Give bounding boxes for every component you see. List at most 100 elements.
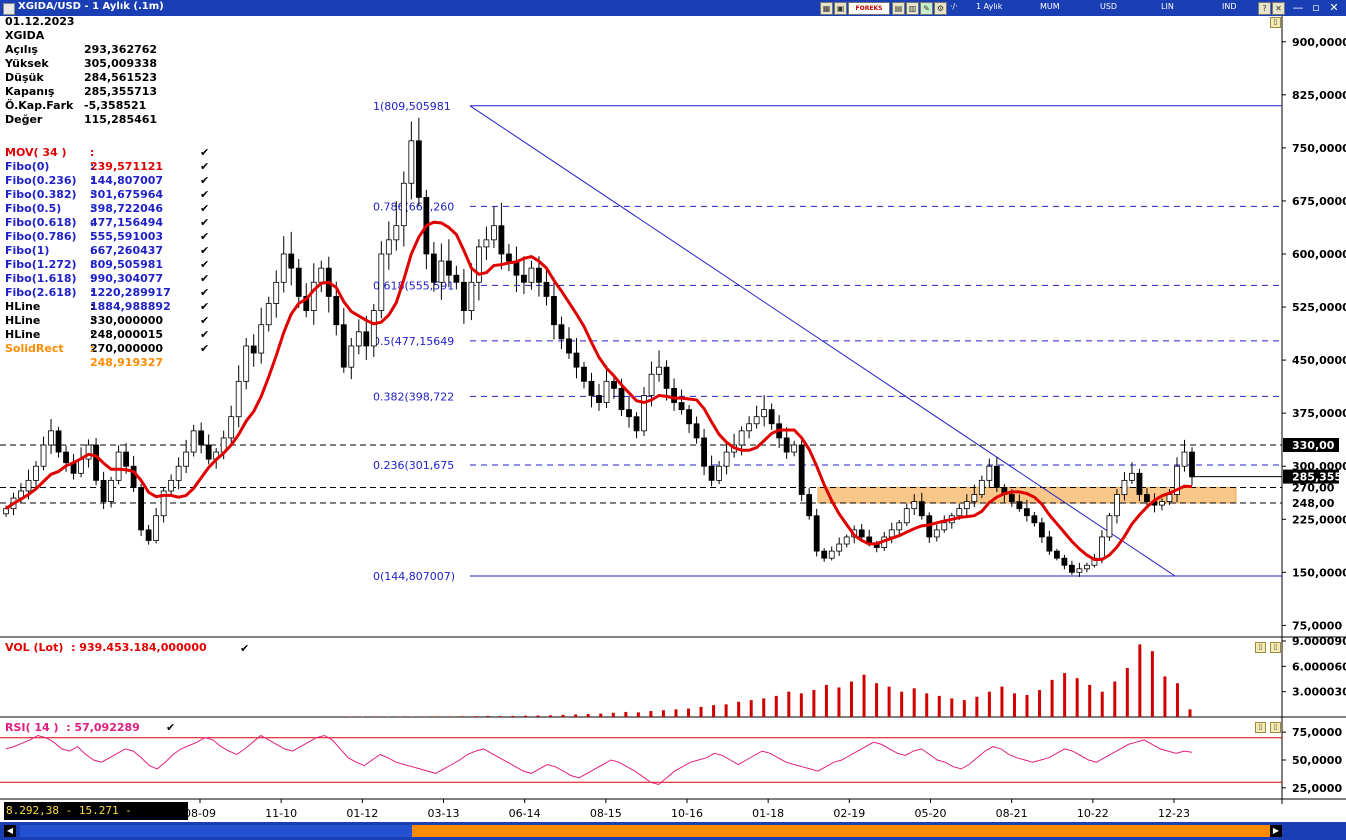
candle-body[interactable] — [723, 451, 730, 467]
horizontal-scrollbar[interactable]: ◀ ▶ — [0, 822, 1346, 840]
candle-body[interactable] — [956, 508, 963, 517]
candle-body[interactable] — [1084, 564, 1090, 570]
candle-body[interactable] — [1144, 494, 1150, 502]
candle-body[interactable] — [1181, 451, 1188, 467]
candle-body[interactable] — [813, 515, 820, 552]
candle-body[interactable] — [821, 550, 828, 559]
candle-body[interactable] — [1016, 501, 1023, 510]
candle-body[interactable] — [475, 246, 482, 283]
toolbar-icon-3[interactable]: ▤ — [892, 2, 905, 15]
rsi-panel-close-icon[interactable]: ▯ — [1270, 722, 1281, 733]
indicator-check-icon[interactable]: ✔ — [200, 188, 210, 201]
candle-body[interactable] — [303, 296, 310, 311]
scroll-left-icon[interactable]: ◀ — [4, 825, 16, 837]
candle-body[interactable] — [701, 437, 707, 467]
maximize-button[interactable]: ▫ — [1312, 1, 1320, 14]
candle-body[interactable] — [686, 409, 692, 425]
indicator-check-icon[interactable]: ✔ — [200, 202, 210, 215]
candle-body[interactable] — [438, 260, 445, 283]
candle-body[interactable] — [566, 338, 572, 354]
candle-body[interactable] — [393, 225, 400, 241]
candle-body[interactable] — [716, 465, 723, 481]
help-icon[interactable]: ? — [1258, 2, 1271, 15]
candle-body[interactable] — [160, 490, 167, 517]
rsi-panel-menu-icon[interactable]: ▯ — [1255, 722, 1266, 733]
candle-body[interactable] — [648, 373, 655, 396]
candle-body[interactable] — [656, 366, 662, 375]
candle-body[interactable] — [295, 267, 302, 297]
candle-body[interactable] — [558, 324, 565, 340]
candle-body[interactable] — [573, 352, 580, 368]
candle-body[interactable] — [318, 267, 325, 283]
candle-body[interactable] — [1076, 568, 1083, 573]
indicator-check-icon[interactable]: ✔ — [200, 342, 210, 355]
tool-icon[interactable]: ⚙ — [934, 2, 947, 15]
scroll-right-icon[interactable]: ▶ — [1270, 825, 1282, 837]
candle-body[interactable] — [671, 387, 677, 403]
indicator-check-icon[interactable]: ✔ — [200, 286, 210, 299]
candle-body[interactable] — [791, 444, 798, 453]
indicator-check-icon[interactable]: ✔ — [200, 272, 210, 285]
indicator-check-icon[interactable]: ✔ — [200, 328, 210, 341]
candle-body[interactable] — [836, 543, 843, 552]
candle-body[interactable] — [280, 253, 287, 283]
candle-body[interactable] — [175, 465, 182, 481]
candle-body[interactable] — [581, 366, 587, 382]
candle-body[interactable] — [551, 296, 557, 326]
candle-body[interactable] — [543, 281, 550, 297]
candle-body[interactable] — [370, 310, 377, 347]
candle-body[interactable] — [633, 416, 640, 432]
candle-body[interactable] — [363, 331, 370, 347]
main-panel-menu-icon[interactable]: ▯ — [1270, 17, 1281, 28]
candle-body[interactable] — [1189, 451, 1195, 478]
minimize-button[interactable]: — — [1292, 1, 1304, 14]
indicator-check-icon[interactable]: ✔ — [200, 314, 210, 327]
candle-body[interactable] — [333, 296, 340, 326]
candle-body[interactable] — [168, 479, 175, 492]
indicator-check-icon[interactable]: ✔ — [200, 216, 210, 229]
candle-body[interactable] — [506, 253, 512, 262]
candle-body[interactable] — [85, 444, 92, 460]
vol-check-icon[interactable]: ✔ — [240, 642, 250, 655]
candle-body[interactable] — [205, 444, 212, 460]
candle-body[interactable] — [806, 494, 813, 517]
candle-body[interactable] — [1099, 536, 1105, 559]
candle-body[interactable] — [33, 465, 39, 481]
candle-body[interactable] — [48, 430, 54, 446]
candle-body[interactable] — [603, 380, 610, 403]
rsi-check-icon[interactable]: ✔ — [166, 721, 176, 734]
chart-type-select[interactable]: MUM — [1040, 2, 1060, 11]
indicator-check-icon[interactable]: ✔ — [200, 300, 210, 313]
candle-body[interactable] — [896, 522, 903, 531]
candle-body[interactable] — [641, 395, 647, 432]
candle-body[interactable] — [1129, 472, 1135, 481]
candle-body[interactable] — [483, 239, 490, 248]
candle-body[interactable] — [63, 451, 69, 464]
candle-body[interactable] — [596, 395, 602, 403]
candle-body[interactable] — [250, 345, 257, 354]
pin-icon[interactable]: ✕ — [1272, 2, 1285, 15]
candle-body[interactable] — [468, 281, 475, 311]
candle-body[interactable] — [235, 380, 242, 418]
candle-body[interactable] — [130, 465, 137, 488]
indicator-check-icon[interactable]: ✔ — [200, 146, 210, 159]
candle-body[interactable] — [986, 465, 993, 481]
candle-body[interactable] — [243, 345, 250, 382]
candle-body[interactable] — [978, 479, 985, 495]
candle-body[interactable] — [1046, 536, 1053, 552]
candle-body[interactable] — [528, 267, 535, 283]
candle-body[interactable] — [228, 416, 235, 439]
candle-body[interactable] — [626, 409, 632, 418]
indicator-select[interactable]: IND — [1222, 2, 1237, 11]
candle-body[interactable] — [460, 281, 467, 311]
candle-body[interactable] — [663, 366, 670, 389]
close-button[interactable]: ✕ — [1329, 1, 1339, 14]
candle-body[interactable] — [783, 437, 790, 453]
candle-body[interactable] — [618, 387, 625, 411]
candle-body[interactable] — [153, 515, 160, 541]
candle-body[interactable] — [693, 423, 700, 439]
candle-body[interactable] — [963, 501, 970, 510]
candle-body[interactable] — [415, 140, 422, 198]
candle-body[interactable] — [55, 430, 62, 453]
candle-body[interactable] — [903, 508, 910, 524]
